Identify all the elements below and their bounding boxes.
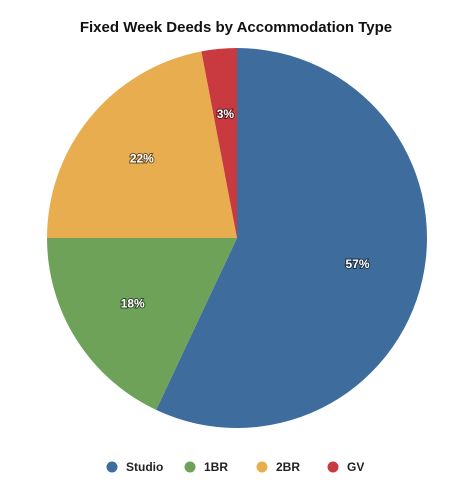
legend-label: GV bbox=[347, 460, 364, 474]
value-label: 3% bbox=[217, 107, 235, 121]
legend-swatch bbox=[184, 461, 196, 473]
legend-swatch bbox=[106, 461, 118, 473]
legend-label: 1BR bbox=[204, 460, 228, 474]
pie-slice bbox=[156, 48, 427, 428]
chart-title: Fixed Week Deeds by Accommodation Type bbox=[80, 19, 392, 36]
pie-slice bbox=[201, 48, 237, 238]
legend-swatch bbox=[327, 461, 339, 473]
legend-swatch bbox=[256, 461, 268, 473]
value-label: 22% bbox=[130, 151, 154, 165]
pie-slice bbox=[47, 238, 237, 410]
value-label: 57% bbox=[346, 257, 370, 271]
legend-label: 2BR bbox=[276, 460, 300, 474]
pie-slice bbox=[47, 51, 237, 239]
legend-label: Studio bbox=[126, 460, 163, 474]
value-label: 18% bbox=[121, 296, 145, 310]
